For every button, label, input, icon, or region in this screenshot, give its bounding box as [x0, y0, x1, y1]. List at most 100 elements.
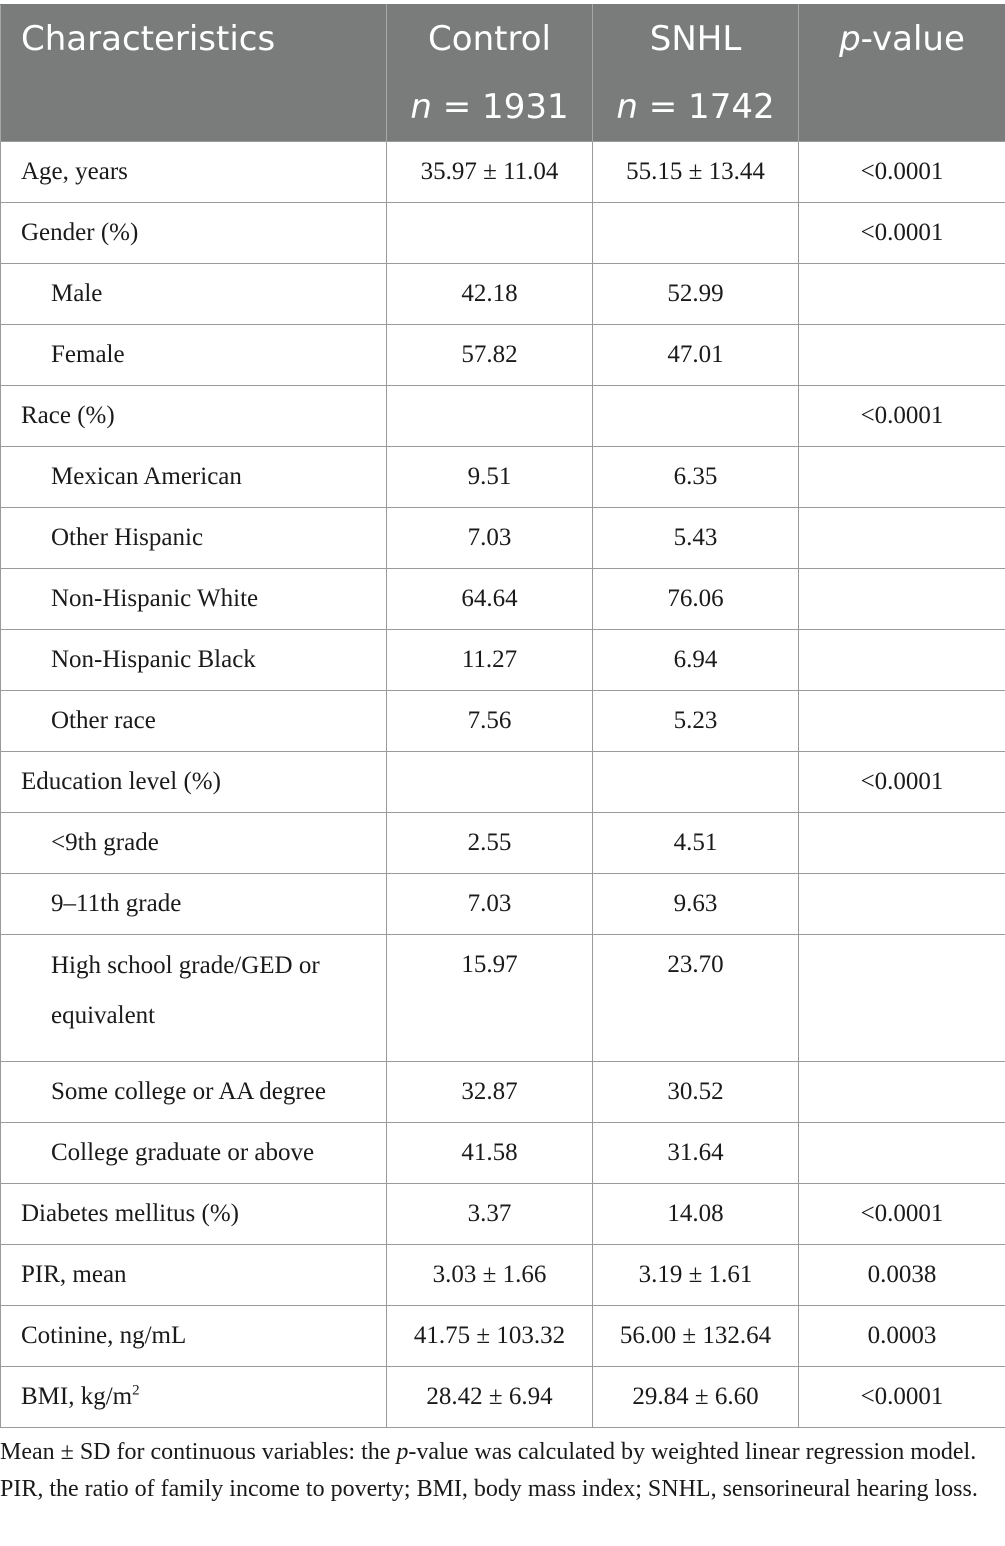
- row-label: Age, years: [0, 141, 387, 203]
- row-label: Male: [0, 263, 387, 325]
- header-pvalue: p-value: [798, 4, 1005, 73]
- p-value: <0.0001: [798, 202, 1005, 264]
- control-value: 28.42 ± 6.94: [386, 1366, 593, 1428]
- p-value: <0.0001: [798, 141, 1005, 203]
- table-row: Education level (%) <0.0001: [0, 751, 1005, 813]
- table-row: Some college or AA degree 32.87 30.52: [0, 1061, 1005, 1123]
- row-label: Cotinine, ng/mL: [0, 1305, 387, 1367]
- table-row: Other Hispanic 7.03 5.43: [0, 507, 1005, 569]
- snhl-n-value: = 1742: [648, 87, 775, 127]
- p-value: [798, 1061, 1005, 1123]
- snhl-value: 31.64: [592, 1122, 799, 1184]
- p-value: <0.0001: [798, 1366, 1005, 1428]
- table-row: Cotinine, ng/mL 41.75 ± 103.32 56.00 ± 1…: [0, 1305, 1005, 1367]
- header-pvalue-p: p: [839, 18, 861, 59]
- table-row: Age, years 35.97 ± 11.04 55.15 ± 13.44 <…: [0, 141, 1005, 203]
- snhl-value: 9.63: [592, 873, 799, 935]
- control-value: [386, 751, 593, 813]
- table-row: <9th grade 2.55 4.51: [0, 812, 1005, 874]
- table-row: High school grade/GED or equivalent 15.97…: [0, 934, 1005, 1062]
- snhl-value: 29.84 ± 6.60: [592, 1366, 799, 1428]
- table-row: Gender (%) <0.0001: [0, 202, 1005, 264]
- control-value: 3.37: [386, 1183, 593, 1245]
- row-label-line1: High school grade/GED or: [51, 952, 320, 979]
- control-value: [386, 385, 593, 447]
- snhl-value: 6.94: [592, 629, 799, 691]
- snhl-value: [592, 202, 799, 264]
- header-characteristics: Characteristics: [0, 4, 387, 73]
- p-value: [798, 934, 1005, 1062]
- table-row: Female 57.82 47.01: [0, 324, 1005, 386]
- control-n-value: = 1931: [442, 87, 569, 127]
- p-value: [798, 507, 1005, 569]
- header-empty-cell: [0, 72, 387, 142]
- row-label: Gender (%): [0, 202, 387, 264]
- table-row: Other race 7.56 5.23: [0, 690, 1005, 752]
- p-value: 0.0038: [798, 1244, 1005, 1306]
- row-label: Non-Hispanic White: [0, 568, 387, 630]
- table-subheader-row: n = 1931 n = 1742: [0, 72, 1005, 142]
- table-row: BMI, kg/m2 28.42 ± 6.94 29.84 ± 6.60 <0.…: [0, 1366, 1005, 1428]
- row-label: Other race: [0, 690, 387, 752]
- p-value: 0.0003: [798, 1305, 1005, 1367]
- snhl-value: 76.06: [592, 568, 799, 630]
- p-value: [798, 873, 1005, 935]
- superscript: 2: [132, 1382, 140, 1399]
- table-row: Non-Hispanic Black 11.27 6.94: [0, 629, 1005, 691]
- row-label: Female: [0, 324, 387, 386]
- control-value: 7.03: [386, 873, 593, 935]
- p-value: <0.0001: [798, 751, 1005, 813]
- header-control: Control: [386, 4, 593, 73]
- row-label: Mexican American: [0, 446, 387, 508]
- p-value: [798, 629, 1005, 691]
- control-value: 64.64: [386, 568, 593, 630]
- row-label-line2: equivalent: [51, 1002, 156, 1029]
- table-row: College graduate or above 41.58 31.64: [0, 1122, 1005, 1184]
- row-label: PIR, mean: [0, 1244, 387, 1306]
- row-label: Non-Hispanic Black: [0, 629, 387, 691]
- control-value: 2.55: [386, 812, 593, 874]
- table-row: Race (%) <0.0001: [0, 385, 1005, 447]
- characteristics-table: Characteristics Control SNHL p-value n =…: [0, 4, 1005, 1428]
- snhl-value: 6.35: [592, 446, 799, 508]
- row-label: Education level (%): [0, 751, 387, 813]
- n-symbol: n: [410, 87, 432, 127]
- row-label: Race (%): [0, 385, 387, 447]
- snhl-value: 47.01: [592, 324, 799, 386]
- p-value: [798, 568, 1005, 630]
- row-label: Some college or AA degree: [0, 1061, 387, 1123]
- table-header-row: Characteristics Control SNHL p-value: [0, 4, 1005, 73]
- footnote-part1: Mean ± SD for continuous variables: the: [0, 1439, 397, 1465]
- control-value: 42.18: [386, 263, 593, 325]
- row-label: Other Hispanic: [0, 507, 387, 569]
- control-value: 11.27: [386, 629, 593, 691]
- header-snhl-n: n = 1742: [592, 72, 799, 142]
- p-value: <0.0001: [798, 385, 1005, 447]
- p-value: [798, 812, 1005, 874]
- p-value: [798, 1122, 1005, 1184]
- snhl-value: 5.43: [592, 507, 799, 569]
- footnote-part2: -value was calculated by weighted linear…: [0, 1439, 978, 1502]
- header-pvalue-rest: -value: [860, 18, 965, 59]
- control-value: [386, 202, 593, 264]
- control-value: 57.82: [386, 324, 593, 386]
- row-label: Diabetes mellitus (%): [0, 1183, 387, 1245]
- row-label: College graduate or above: [0, 1122, 387, 1184]
- footnote-italic-p: p: [396, 1439, 409, 1465]
- header-control-n: n = 1931: [386, 72, 593, 142]
- snhl-value: 56.00 ± 132.64: [592, 1305, 799, 1367]
- row-label: <9th grade: [0, 812, 387, 874]
- row-label: High school grade/GED or equivalent: [0, 934, 387, 1062]
- snhl-value: 3.19 ± 1.61: [592, 1244, 799, 1306]
- snhl-value: [592, 385, 799, 447]
- row-label-text: BMI, kg/m: [21, 1383, 133, 1410]
- table-row: Non-Hispanic White 64.64 76.06: [0, 568, 1005, 630]
- table-row: 9–11th grade 7.03 9.63: [0, 873, 1005, 935]
- p-value: <0.0001: [798, 1183, 1005, 1245]
- snhl-value: 52.99: [592, 263, 799, 325]
- snhl-value: 30.52: [592, 1061, 799, 1123]
- control-value: 41.75 ± 103.32: [386, 1305, 593, 1367]
- p-value: [798, 446, 1005, 508]
- control-value: 7.03: [386, 507, 593, 569]
- header-snhl: SNHL: [592, 4, 799, 73]
